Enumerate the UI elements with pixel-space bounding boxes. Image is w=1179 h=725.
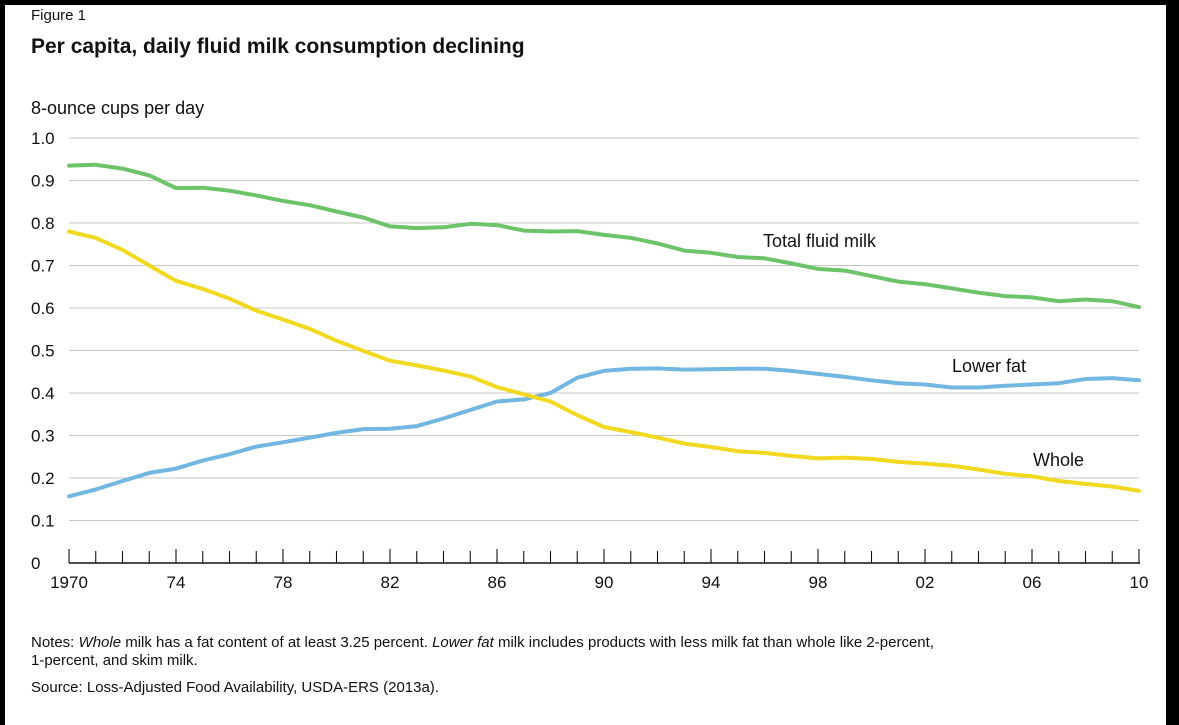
notes-lower-fat-term: Lower fat [432, 634, 494, 651]
y-tick-label-3: 0.3 [31, 427, 55, 446]
y-tick-label-10: 1.0 [31, 129, 55, 148]
x-tick-label-3: 82 [381, 573, 400, 592]
x-tick-label-9: 06 [1023, 573, 1042, 592]
y-tick-label-5: 0.5 [31, 342, 55, 361]
x-tick-label-0: 1970 [50, 573, 88, 592]
x-tick-label-5: 90 [595, 573, 614, 592]
grid-lines [69, 138, 1139, 521]
series-label-whole: Whole [1033, 450, 1084, 470]
notes-whole-text: milk has a fat content of at least 3.25 … [121, 634, 432, 651]
y-tick-label-7: 0.7 [31, 257, 55, 276]
x-tick-label-7: 98 [809, 573, 828, 592]
y-tick-label-1: 0.1 [31, 512, 55, 531]
x-tick-label-2: 78 [274, 573, 293, 592]
chart-title: Per capita, daily fluid milk consumption… [31, 35, 525, 58]
notes-prefix: Notes: [31, 634, 79, 651]
series-line-total-fluid-milk [69, 165, 1139, 307]
series-label-lower-fat: Lower fat [952, 356, 1026, 376]
y-tick-label-0: 0 [31, 554, 40, 573]
source-note: Source: Loss-Adjusted Food Availability,… [31, 679, 439, 696]
series-label-total-fluid-milk: Total fluid milk [763, 231, 877, 251]
y-tick-label-9: 0.9 [31, 172, 55, 191]
notes-line-1: Notes: Whole milk has a fat content of a… [31, 634, 934, 651]
y-tick-label-6: 0.6 [31, 299, 55, 318]
notes-line-2: 1-percent, and skim milk. [31, 652, 198, 669]
y-tick-label-2: 0.2 [31, 469, 55, 488]
y-axis-label: 8-ounce cups per day [31, 98, 204, 118]
notes-lower-fat-text: milk includes products with less milk fa… [494, 634, 934, 651]
x-tick-label-6: 94 [702, 573, 721, 592]
y-tick-label-4: 0.4 [31, 384, 55, 403]
x-tick-label-10: 10 [1130, 573, 1149, 592]
notes-whole-term: Whole [79, 634, 122, 651]
x-tick-label-4: 86 [488, 573, 507, 592]
figure-label: Figure 1 [31, 7, 86, 24]
series-lines [69, 165, 1139, 497]
series-line-lower-fat [69, 368, 1139, 496]
x-tick-label-8: 02 [916, 573, 935, 592]
y-tick-label-8: 0.8 [31, 214, 55, 233]
x-tick-label-1: 74 [167, 573, 186, 592]
